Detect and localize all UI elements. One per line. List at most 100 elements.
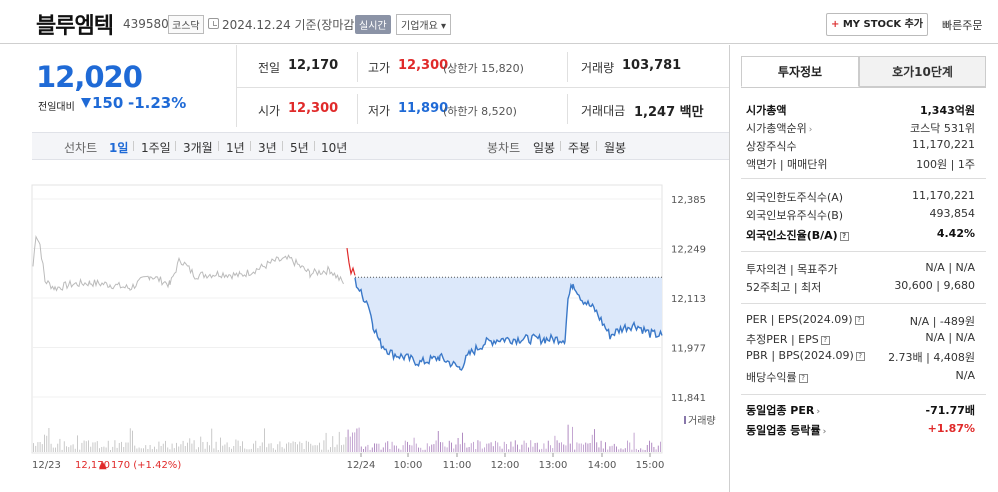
volume-bar bbox=[638, 450, 639, 452]
volume-bar bbox=[41, 444, 43, 452]
volume-bar bbox=[448, 440, 450, 452]
tab-investment-info[interactable]: 투자정보 bbox=[741, 56, 859, 87]
volume-bar bbox=[235, 439, 237, 452]
volume-bar bbox=[123, 447, 125, 452]
volume-bar bbox=[176, 442, 177, 452]
help-icon[interactable]: ? bbox=[839, 231, 849, 241]
quick-order-link[interactable]: 빠른주문 bbox=[942, 19, 983, 32]
info-label[interactable]: 배당수익률? bbox=[746, 369, 808, 385]
info-value: 493,854 bbox=[929, 207, 976, 220]
volume-bar bbox=[574, 449, 576, 452]
y-tick-label: 12,249 bbox=[671, 245, 706, 256]
intraday-chart[interactable]: 12,385 12,249 12,113 11,977 11,841 12/24 10:0… bbox=[0, 160, 728, 492]
tab-1w[interactable]: 1주일 bbox=[141, 141, 171, 155]
tab-1y[interactable]: 1년 bbox=[226, 141, 245, 155]
info-label[interactable]: PER | EPS(2024.09)? bbox=[746, 313, 864, 326]
volume-bar bbox=[312, 445, 314, 452]
volume-bar bbox=[253, 443, 254, 452]
company-info-button[interactable]: 기업개요 ▾ bbox=[396, 14, 452, 35]
volume-bar bbox=[136, 448, 138, 452]
volume-bar bbox=[39, 442, 41, 452]
info-label[interactable]: PBR | BPS(2024.09)? bbox=[746, 349, 865, 362]
tab-weekly[interactable]: 주봉 bbox=[568, 141, 591, 155]
volume-bar bbox=[534, 443, 536, 452]
info-label[interactable]: 동일업종 PER › bbox=[746, 402, 820, 418]
high-label: 고가 bbox=[368, 61, 391, 75]
volume-bar bbox=[629, 442, 631, 452]
info-label: 52주최고 | 최저 bbox=[746, 279, 821, 295]
volume-bar bbox=[138, 447, 140, 452]
info-label-text: 시가총액 bbox=[746, 104, 787, 117]
info-label: 외국인한도주식수(A) bbox=[746, 189, 843, 205]
volume-bar bbox=[477, 440, 479, 452]
volume-bar bbox=[204, 448, 206, 452]
tab-3m[interactable]: 3개월 bbox=[183, 141, 213, 155]
volume-bar bbox=[398, 448, 400, 452]
volume-bar bbox=[193, 440, 195, 452]
tab-10y[interactable]: 10년 bbox=[321, 141, 348, 155]
volume-bar bbox=[314, 445, 316, 452]
volume-bar bbox=[195, 449, 197, 452]
info-label[interactable]: 시가총액순위 › bbox=[746, 120, 812, 136]
volume-bar bbox=[94, 442, 96, 452]
realtime-button[interactable]: 실시간 bbox=[355, 15, 391, 34]
help-icon[interactable]: ? bbox=[854, 315, 864, 325]
tab-hoga-10[interactable]: 호가10단계 bbox=[859, 56, 986, 87]
today-price-series bbox=[354, 277, 663, 371]
volume-bar bbox=[627, 440, 628, 452]
info-value: 1,343억원 bbox=[919, 104, 975, 117]
volume-bar bbox=[48, 428, 50, 452]
volume-bar bbox=[552, 448, 554, 452]
add-mystock-button[interactable]: + MY STOCK 추가 bbox=[826, 13, 928, 36]
prev-close-label: 전일 bbox=[258, 61, 281, 75]
tab-daily[interactable]: 일봉 bbox=[533, 141, 556, 155]
volume-bar bbox=[283, 448, 285, 452]
tab-separator bbox=[282, 141, 283, 151]
volume-bar bbox=[61, 449, 63, 452]
tab-1d[interactable]: 1일 bbox=[109, 141, 129, 155]
help-icon[interactable]: ? bbox=[798, 373, 808, 383]
info-label[interactable]: 동일업종 등락률 › bbox=[746, 422, 826, 438]
tab-3y[interactable]: 3년 bbox=[258, 141, 277, 155]
divider bbox=[729, 45, 730, 492]
info-label[interactable]: 추정PER | EPS? bbox=[746, 331, 830, 347]
add-mystock-label: MY STOCK 추가 bbox=[842, 19, 924, 30]
volume-bar bbox=[325, 432, 327, 452]
volume-bar bbox=[561, 442, 562, 452]
tab-monthly[interactable]: 월봉 bbox=[604, 141, 627, 155]
tab-5y[interactable]: 5년 bbox=[290, 141, 309, 155]
volume-bar bbox=[134, 445, 136, 452]
volume-bar bbox=[464, 442, 466, 452]
volume-bar bbox=[83, 440, 85, 452]
chevron-right-icon: › bbox=[816, 407, 821, 417]
volume-bar bbox=[99, 448, 100, 452]
info-value: N/A bbox=[955, 369, 975, 382]
tab-separator bbox=[218, 141, 219, 151]
volume-bar bbox=[446, 447, 448, 452]
volume-bar bbox=[272, 448, 274, 452]
volume-bar bbox=[475, 449, 477, 452]
volume-bar bbox=[495, 440, 496, 452]
divider bbox=[741, 251, 986, 252]
volume-bar bbox=[143, 448, 144, 452]
volume-bar bbox=[543, 443, 545, 452]
volume-bar bbox=[600, 440, 602, 452]
info-label[interactable]: 외국인소진율(B/A)? bbox=[746, 227, 849, 243]
volume-bar bbox=[68, 447, 70, 452]
tab-separator bbox=[250, 141, 251, 151]
info-label-text: 동일업종 등락률 bbox=[746, 424, 821, 437]
volume-bar bbox=[345, 437, 347, 452]
high-value: 12,300 bbox=[398, 58, 449, 73]
volume-bar bbox=[217, 450, 219, 452]
volume-bar bbox=[110, 450, 111, 452]
volume-bar bbox=[275, 449, 276, 452]
volume-bar bbox=[77, 435, 78, 452]
volume-bar bbox=[396, 445, 397, 452]
chart-frame bbox=[31, 184, 663, 454]
info-label: 투자의견 | 목표주가 bbox=[746, 261, 838, 277]
help-icon[interactable]: ? bbox=[820, 335, 830, 345]
chart-period-tabbar bbox=[32, 132, 729, 160]
volume-bar bbox=[497, 442, 499, 452]
chevron-down-icon: ▾ bbox=[441, 21, 447, 32]
help-icon[interactable]: ? bbox=[855, 351, 865, 361]
